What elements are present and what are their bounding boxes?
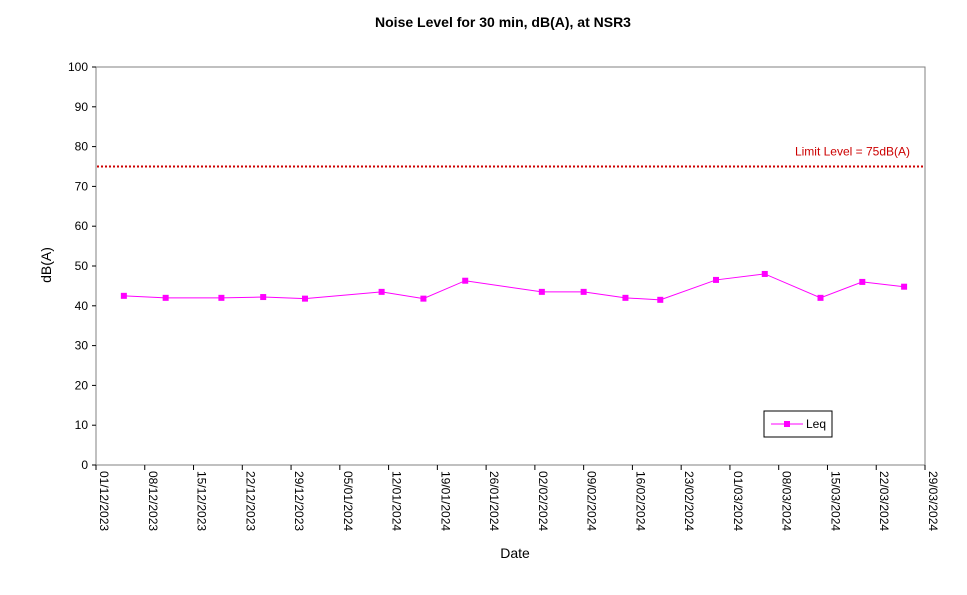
x-tick-label: 23/02/2024 [682,471,696,531]
y-tick-label: 10 [75,418,89,432]
data-point [538,288,545,295]
x-tick-label: 08/12/2023 [146,471,160,531]
x-tick-label: 12/01/2024 [390,471,404,531]
x-tick-label: 22/03/2024 [877,471,891,531]
y-tick-label: 100 [68,60,88,74]
x-tick-label: 01/03/2024 [731,471,745,531]
y-axis-label: dB(A) [38,247,54,283]
data-point [713,276,720,283]
y-tick-label: 30 [75,339,89,353]
x-axis-label: Date [500,545,530,561]
x-tick-label: 29/03/2024 [926,471,940,531]
y-tick-label: 20 [75,378,89,392]
data-point [378,288,385,295]
x-tick-label: 15/12/2023 [195,471,209,531]
y-tick-label: 90 [75,100,89,114]
y-tick-label: 50 [75,259,89,273]
y-tick-label: 60 [75,219,89,233]
x-tick-label: 08/03/2024 [780,471,794,531]
chart-title: Noise Level for 30 min, dB(A), at NSR3 [375,14,631,30]
data-point [817,294,824,301]
limit-line-label: Limit Level = 75dB(A) [795,145,910,159]
x-tick-label: 19/01/2024 [438,471,452,531]
y-tick-label: 40 [75,299,89,313]
data-point [162,294,169,301]
x-tick-label: 26/01/2024 [487,471,501,531]
plot-area [95,66,926,466]
y-tick-label: 70 [75,179,89,193]
legend-label: Leq [806,417,826,431]
data-point [580,288,587,295]
data-point [859,278,866,285]
data-point [657,296,664,303]
x-axis: 01/12/2023 08/12/2023 15/12/2023 22/12/2023… [95,465,940,531]
x-tick-label: 22/12/2023 [243,471,257,531]
series-group [120,270,908,303]
data-point [622,294,629,301]
data-point [462,277,469,284]
legend: Leq [763,410,833,438]
y-tick-label: 80 [75,140,89,154]
x-tick-label: 16/02/2024 [633,471,647,531]
legend-marker [784,421,790,427]
data-point [420,295,427,302]
y-axis: 0 10 20 30 40 50 60 70 80 90 100 [68,60,96,472]
data-point [218,294,225,301]
x-tick-label: 05/01/2024 [341,471,355,531]
x-tick-label: 01/12/2023 [97,471,111,531]
data-point [120,292,127,299]
limit-line-group: Limit Level = 75dB(A) [97,145,924,168]
data-point [301,295,308,302]
data-point [260,294,267,301]
x-tick-label: 09/02/2024 [585,471,599,531]
x-tick-label: 29/12/2023 [292,471,306,531]
x-tick-label: 02/02/2024 [536,471,550,531]
data-point [901,283,908,290]
data-point [761,270,768,277]
y-tick-label: 0 [81,458,88,472]
x-tick-label: 15/03/2024 [828,471,842,531]
